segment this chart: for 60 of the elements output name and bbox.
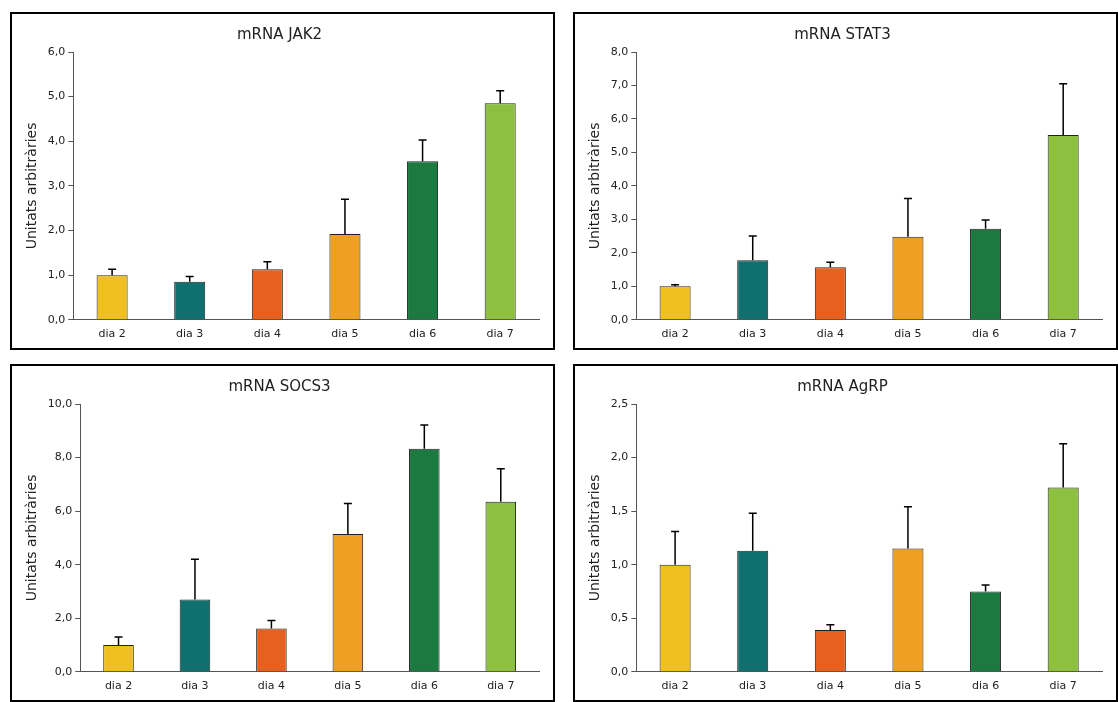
y-axis-title: Unitats arbitràries (23, 122, 40, 250)
y-tick-label: 0,0 (610, 312, 629, 326)
x-tick-label: dia 6 (971, 327, 1000, 341)
x-tick-label: dia 5 (894, 327, 922, 341)
y-tick-label: 5,0 (47, 89, 66, 103)
x-tick-label: dia 7 (1049, 327, 1077, 341)
x-tick-label: dia 4 (257, 679, 286, 693)
y-tick-label: 2,0 (610, 245, 629, 259)
y-tick-label: 0,0 (54, 664, 73, 678)
y-tick-label: 10,0 (47, 396, 73, 410)
x-tick-label: dia 6 (971, 679, 1000, 693)
x-tick-label: dia 5 (334, 679, 362, 693)
y-tick-label: 2,0 (610, 450, 629, 464)
y-tick-label: 5,0 (610, 145, 629, 159)
x-tick-label: dia 7 (486, 327, 514, 341)
x-tick-label: dia 5 (894, 679, 922, 693)
x-tick-label: dia 2 (104, 679, 133, 693)
y-tick-label: 4,0 (610, 178, 629, 192)
x-tick-label: dia 4 (816, 327, 844, 341)
x-tick-label: dia 6 (408, 327, 437, 341)
y-tick-label: 8,0 (54, 450, 73, 464)
y-tick-label: 0,0 (610, 664, 629, 678)
y-tick-label: 1,0 (610, 279, 629, 293)
y-tick-label: 7,0 (610, 78, 629, 92)
x-tick-label: dia 4 (816, 679, 844, 693)
x-tick-label: dia 3 (176, 327, 204, 341)
x-tick-label: dia 3 (739, 679, 767, 693)
chart-title: mRNA STAT3 (794, 24, 891, 43)
y-tick-label: 3,0 (610, 212, 629, 226)
y-tick-label: 1,0 (47, 268, 66, 282)
y-tick-label: 6,0 (54, 503, 73, 517)
y-tick-label: 0,0 (47, 312, 66, 326)
y-tick-label: 3,0 (47, 178, 66, 192)
x-tick-label: dia 2 (98, 327, 126, 341)
y-axis-title: Unitats arbitràries (586, 474, 603, 602)
x-tick-label: dia 3 (181, 679, 209, 693)
y-tick-label: 1,0 (610, 557, 629, 571)
y-tick-label: 6,0 (610, 111, 629, 125)
x-tick-label: dia 6 (410, 679, 438, 693)
y-tick-label: 2,0 (47, 223, 66, 237)
x-tick-label: dia 3 (739, 327, 767, 341)
y-tick-label: 4,0 (47, 134, 66, 148)
x-tick-label: dia 2 (661, 679, 689, 693)
chart-title: mRNA AgRP (797, 376, 888, 395)
y-tick-label: 8,0 (610, 44, 629, 58)
y-tick-label: 0,5 (610, 611, 629, 625)
y-tick-label: 6,0 (47, 44, 66, 58)
chart-title: mRNA SOCS3 (228, 376, 331, 395)
y-axis-title: Unitats arbitràries (586, 122, 603, 250)
x-tick-label: dia 5 (331, 327, 359, 341)
chart-title: mRNA JAK2 (236, 24, 323, 43)
y-tick-label: 2,0 (54, 611, 73, 625)
x-tick-label: dia 2 (661, 327, 689, 341)
y-tick-label: 4,0 (54, 557, 73, 571)
x-tick-label: dia 7 (1049, 679, 1077, 693)
y-tick-label: 2,5 (610, 396, 629, 410)
y-axis-title: Unitats arbitràries (23, 474, 40, 602)
x-tick-label: dia 4 (253, 327, 281, 341)
y-tick-label: 1,5 (610, 503, 629, 517)
x-tick-label: dia 7 (487, 679, 515, 693)
